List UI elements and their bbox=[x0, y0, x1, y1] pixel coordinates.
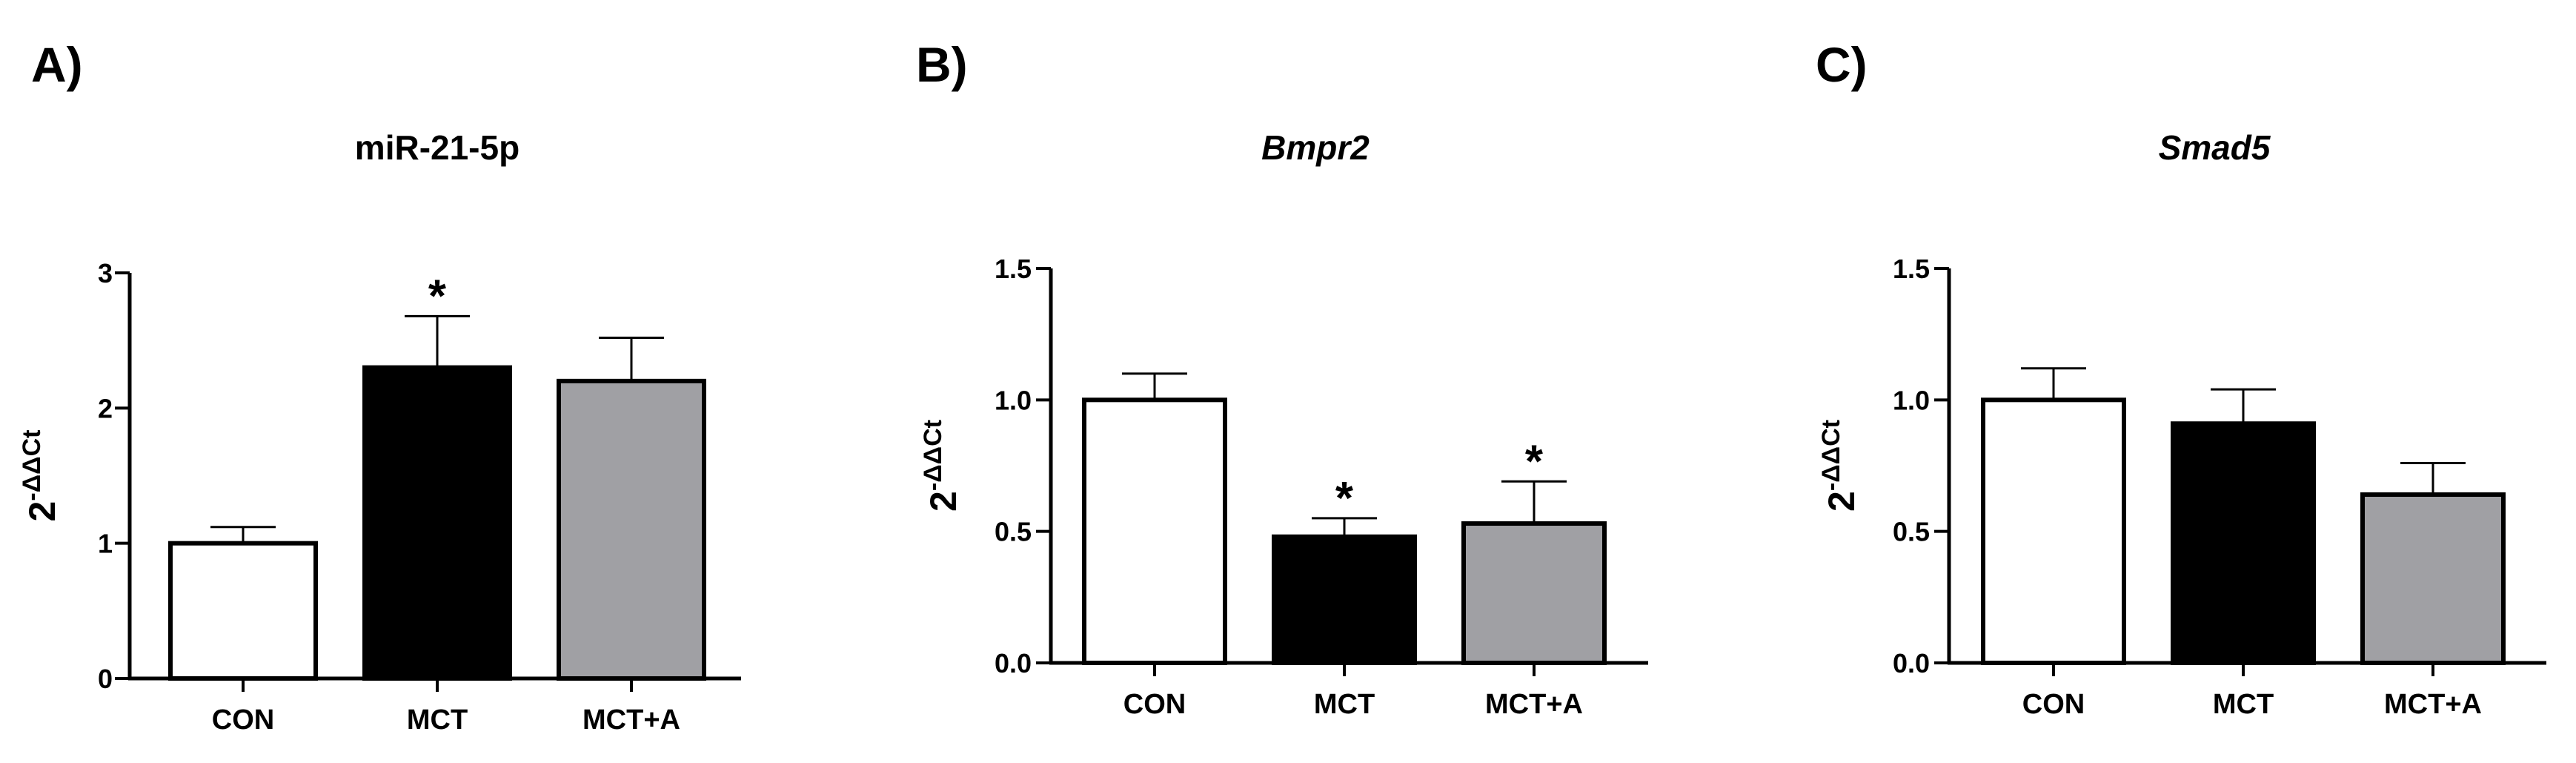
significance-marker: * bbox=[1335, 473, 1354, 524]
x-tick-label: CON bbox=[2022, 689, 2085, 720]
chart-title: Bmpr2 bbox=[1261, 128, 1370, 167]
y-axis-label-base: 2 bbox=[21, 501, 63, 522]
y-tick-label: 3 bbox=[98, 258, 113, 288]
x-tick-label: MCT bbox=[2213, 689, 2274, 720]
y-axis-label-base: 2 bbox=[1821, 491, 1862, 512]
bar-mct-plus-a bbox=[557, 378, 706, 681]
y-tick-label: 0.5 bbox=[995, 517, 1032, 547]
bar-con bbox=[168, 541, 318, 681]
y-tick-label: 0.5 bbox=[1893, 517, 1930, 547]
y-axis-label-superscript: -ΔΔCt bbox=[1817, 420, 1845, 491]
y-tick-label: 1.0 bbox=[995, 385, 1032, 415]
y-axis-label: 2-ΔΔCt bbox=[18, 430, 63, 522]
y-tick-label: 2 bbox=[98, 393, 113, 423]
panel-b: B) Bmpr2 CON * MCT * MCT+A 0.0 0.5 1.0 1.5 2-ΔΔCt bbox=[916, 37, 1648, 720]
panel-label: C) bbox=[1816, 37, 1868, 92]
y-axis-label: 2-ΔΔCt bbox=[919, 420, 964, 512]
y-tick-label: 1.5 bbox=[1893, 254, 1930, 284]
y-axis-label-superscript: -ΔΔCt bbox=[18, 430, 46, 501]
y-tick-label: 1.0 bbox=[1893, 385, 1930, 415]
x-tick-label: MCT+A bbox=[1485, 689, 1583, 720]
bar-mct bbox=[1272, 534, 1417, 666]
significance-marker: * bbox=[428, 271, 447, 322]
y-tick-label: 0.0 bbox=[1893, 648, 1930, 678]
x-tick-label: CON bbox=[1123, 689, 1186, 720]
panel-label: B) bbox=[916, 37, 968, 92]
y-axis-label-base: 2 bbox=[923, 491, 964, 512]
significance-marker: * bbox=[1525, 436, 1544, 487]
y-axis-label: 2-ΔΔCt bbox=[1817, 420, 1862, 512]
x-tick-label: MCT bbox=[407, 704, 468, 736]
bar-con bbox=[1981, 397, 2126, 665]
x-tick-label: MCT+A bbox=[582, 704, 680, 736]
chart-title: miR-21-5p bbox=[355, 128, 519, 167]
chart-title: Smad5 bbox=[2159, 128, 2271, 167]
panel-label: A) bbox=[31, 37, 83, 92]
bar-mct bbox=[362, 365, 512, 681]
bar-mct-plus-a bbox=[2360, 492, 2506, 665]
x-tick-label: MCT+A bbox=[2384, 689, 2482, 720]
bar-mct bbox=[2171, 421, 2316, 666]
y-tick-label: 1 bbox=[98, 529, 113, 559]
x-tick-label: MCT bbox=[1314, 689, 1375, 720]
y-tick-label: 1.5 bbox=[995, 254, 1032, 284]
y-tick-label: 0.0 bbox=[995, 648, 1032, 678]
bar-con bbox=[1082, 397, 1227, 665]
bar-mct-plus-a bbox=[1461, 521, 1607, 665]
x-tick-label: CON bbox=[212, 704, 274, 736]
y-tick-label: 0 bbox=[98, 664, 113, 694]
panel-c: C) Smad5 CON MCT MCT+A 0.0 0.5 1.0 1.5 2-ΔΔCt bbox=[1816, 37, 2546, 720]
y-axis-label-superscript: -ΔΔCt bbox=[919, 420, 947, 491]
